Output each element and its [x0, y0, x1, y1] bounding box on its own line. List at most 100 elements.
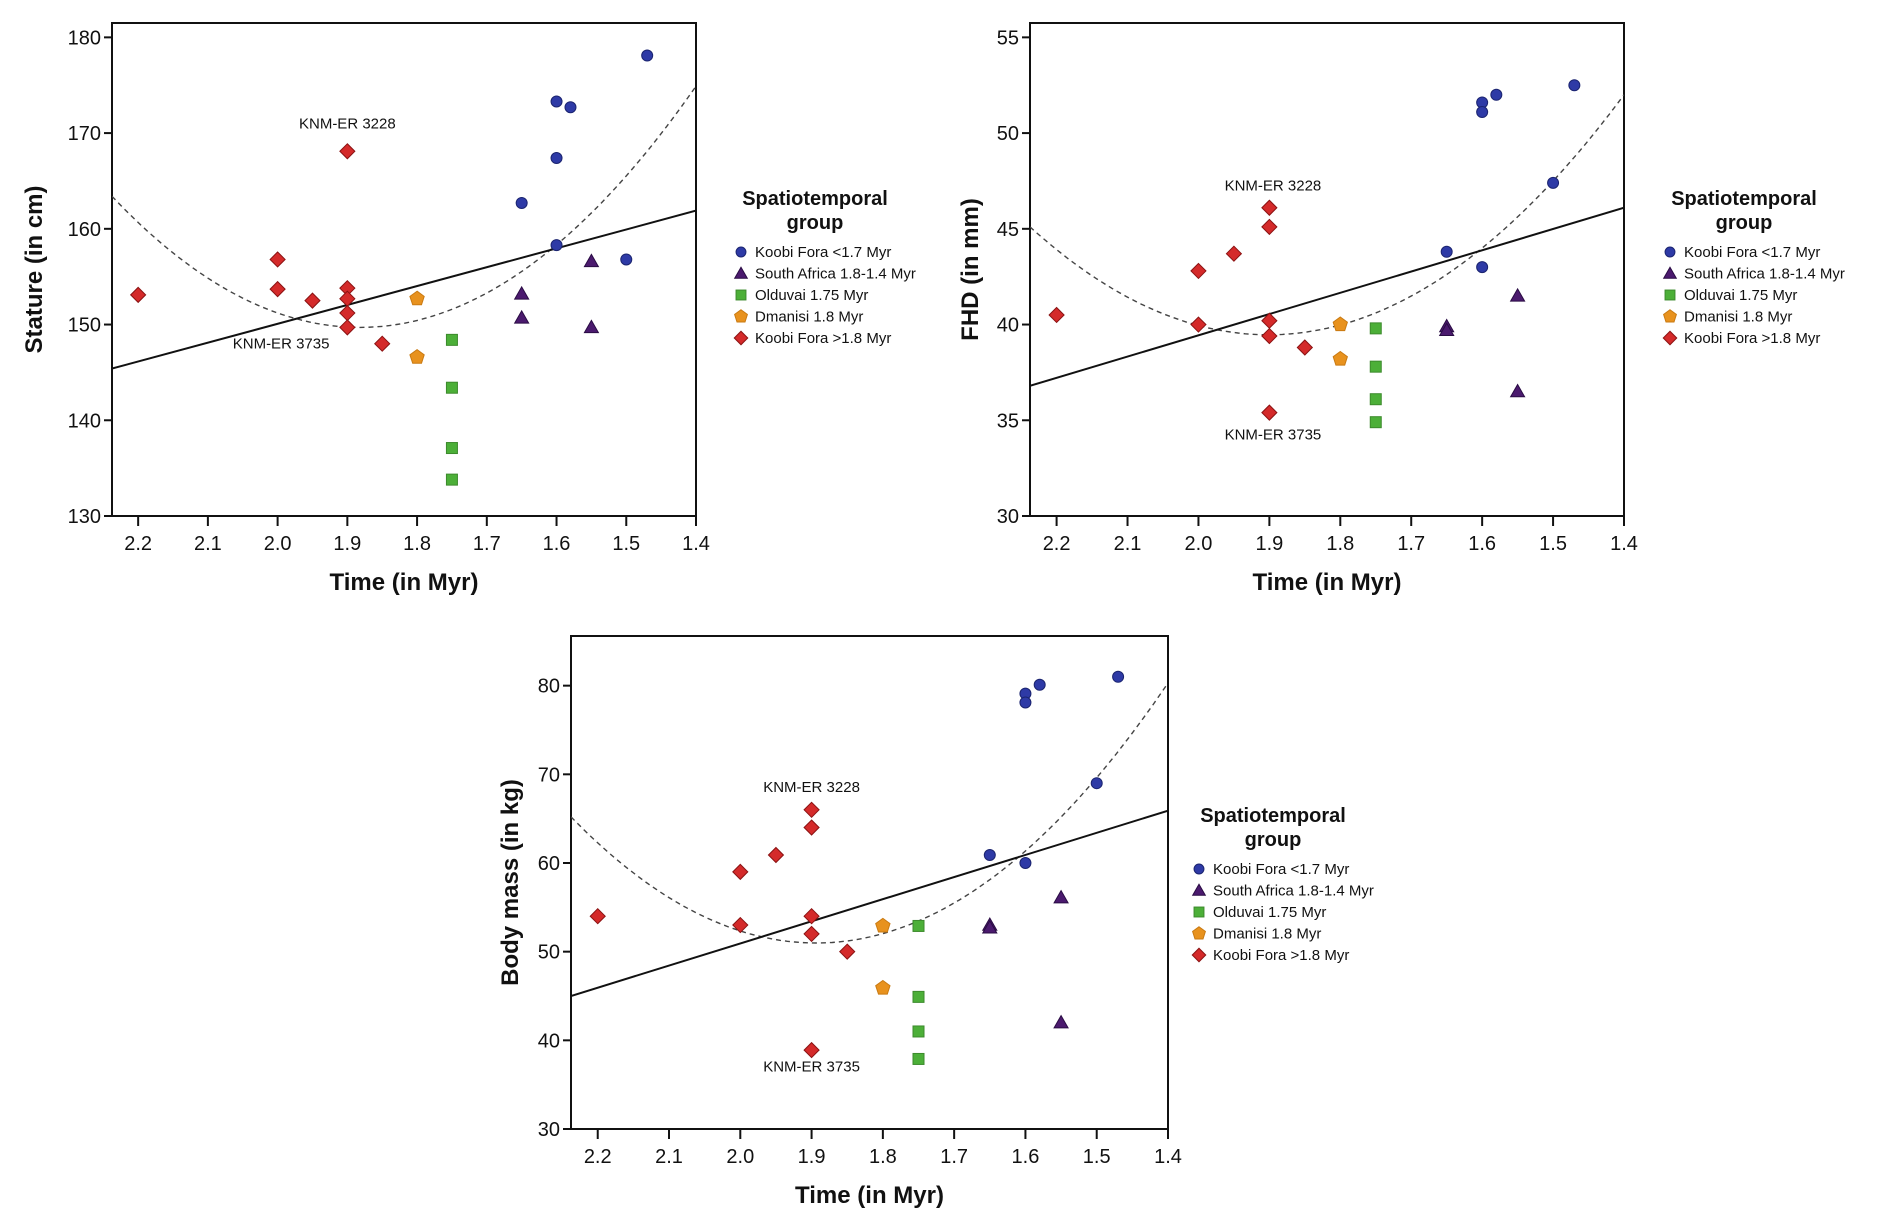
legend-title: Spatiotemporal	[742, 188, 888, 210]
legend-item-label: Dmanisi 1.8 Myr	[1684, 309, 1792, 326]
legend-marker-square	[735, 289, 747, 301]
x-tick-label: 2.0	[726, 1146, 754, 1168]
data-point-diamond	[1261, 404, 1278, 421]
data-point-diamond	[129, 286, 147, 304]
x-tick-label: 1.8	[869, 1146, 897, 1168]
data-point-square	[912, 990, 925, 1003]
quadratic-fit-line	[112, 85, 696, 329]
legend-marker-circle	[1193, 863, 1205, 875]
data-point-diamond	[589, 907, 606, 925]
series-pentagon	[409, 290, 425, 364]
body-mass-chart: 2.2 2.1 2.0 1.9 1.8 1.7 1.6 1.5 1.4 30 40 50 60 70 80 T…	[497, 635, 1374, 1209]
data-point-circle	[1476, 261, 1489, 274]
y-tick-label: 150	[68, 315, 101, 337]
data-point-diamond	[1296, 339, 1314, 356]
data-point-triangle	[1053, 889, 1069, 904]
data-point-diamond	[1048, 306, 1065, 324]
legend-title: group	[787, 212, 844, 234]
data-point-circle	[1490, 88, 1503, 101]
y-tick-label: 70	[538, 764, 560, 786]
data-point-diamond	[767, 846, 785, 864]
data-point-pentagon	[1332, 316, 1348, 332]
data-point-circle	[983, 849, 996, 862]
y-axis-title: Body mass (in kg)	[497, 779, 524, 986]
series-square	[445, 333, 458, 486]
legend-marker-diamond	[1662, 330, 1678, 346]
series-square	[1369, 322, 1382, 429]
x-tick-label: 1.5	[1083, 1146, 1111, 1168]
data-point-diamond	[1261, 199, 1278, 216]
data-point-triangle	[981, 919, 998, 934]
x-tick-label: 1.4	[682, 533, 710, 555]
y-tick-label: 30	[997, 506, 1019, 528]
data-point-pentagon	[875, 917, 891, 933]
y-tick-label: 45	[997, 219, 1019, 241]
data-point-triangle	[1509, 383, 1526, 398]
plot-frame	[570, 635, 1169, 1130]
legend-title: Spatiotemporal	[1671, 188, 1817, 210]
y-tick-label: 140	[68, 410, 101, 432]
series-triangle	[513, 253, 600, 334]
data-point-diamond	[269, 280, 286, 298]
y-tick-label: 30	[538, 1119, 560, 1141]
series-triangle	[981, 889, 1069, 1029]
data-point-circle	[1033, 678, 1046, 691]
legend-title: Spatiotemporal	[1200, 805, 1346, 827]
data-point-square	[912, 919, 925, 932]
y-tick-label: 55	[997, 27, 1019, 49]
y-tick-label: 130	[68, 506, 101, 528]
data-point-circle	[1090, 777, 1103, 790]
series-circle	[983, 670, 1125, 869]
y-tick-label: 180	[68, 27, 101, 49]
x-tick-label: 1.4	[1610, 533, 1638, 555]
data-point-circle	[641, 49, 654, 62]
legend-marker-pentagon	[734, 309, 748, 323]
y-tick-label: 170	[68, 123, 101, 145]
x-tick-label: 1.8	[1326, 533, 1354, 555]
legend-item-label: Koobi Fora >1.8 Myr	[1213, 947, 1349, 964]
legend-item-label: Olduvai 1.75 Myr	[1684, 287, 1797, 304]
data-point-triangle	[513, 309, 530, 324]
data-point-triangle	[1509, 287, 1526, 302]
data-point-square	[912, 1052, 925, 1065]
data-point-square	[445, 381, 458, 394]
x-axis-title: Time (in Myr)	[330, 569, 479, 596]
data-point-circle	[1440, 245, 1453, 258]
y-tick-label: 160	[68, 219, 101, 241]
legend-item-label: Koobi Fora >1.8 Myr	[1684, 330, 1820, 347]
data-point-square	[445, 333, 458, 346]
data-point-diamond	[803, 819, 820, 836]
data-point-diamond	[1261, 218, 1278, 236]
data-point-triangle	[1438, 322, 1455, 337]
y-tick-label: 50	[997, 123, 1019, 145]
data-point-circle	[1476, 106, 1489, 119]
data-point-diamond	[1190, 262, 1207, 280]
quadratic-fit-line	[1030, 94, 1624, 336]
legend-item-label: Koobi Fora <1.7 Myr	[755, 244, 891, 261]
data-point-circle	[1547, 176, 1560, 189]
data-point-diamond	[1225, 245, 1243, 262]
specimen-label: KNM-ER 3228	[763, 779, 860, 796]
legend-marker-pentagon	[1192, 926, 1206, 940]
series-diamond	[129, 143, 391, 352]
y-tick-label: 40	[997, 315, 1019, 337]
specimen-label: KNM-ER 3228	[299, 115, 396, 132]
data-point-pentagon	[875, 979, 891, 995]
data-point-triangle	[513, 285, 530, 300]
data-point-square	[445, 442, 458, 455]
legend-item-label: Olduvai 1.75 Myr	[755, 287, 868, 304]
data-point-diamond	[339, 143, 356, 160]
specimen-label: KNM-ER 3228	[1225, 178, 1322, 195]
legend-item-label: Olduvai 1.75 Myr	[1213, 904, 1326, 921]
series-square	[912, 919, 925, 1065]
data-point-circle	[564, 101, 577, 114]
legend-item-label: Koobi Fora <1.7 Myr	[1684, 244, 1820, 261]
series-pentagon	[1332, 316, 1348, 366]
specimen-label: KNM-ER 3735	[763, 1058, 860, 1075]
x-tick-label: 1.7	[1397, 533, 1425, 555]
data-point-pentagon	[409, 290, 425, 306]
legend-item-label: South Africa 1.8-1.4 Myr	[1213, 883, 1374, 900]
plot-frame	[1029, 22, 1625, 517]
